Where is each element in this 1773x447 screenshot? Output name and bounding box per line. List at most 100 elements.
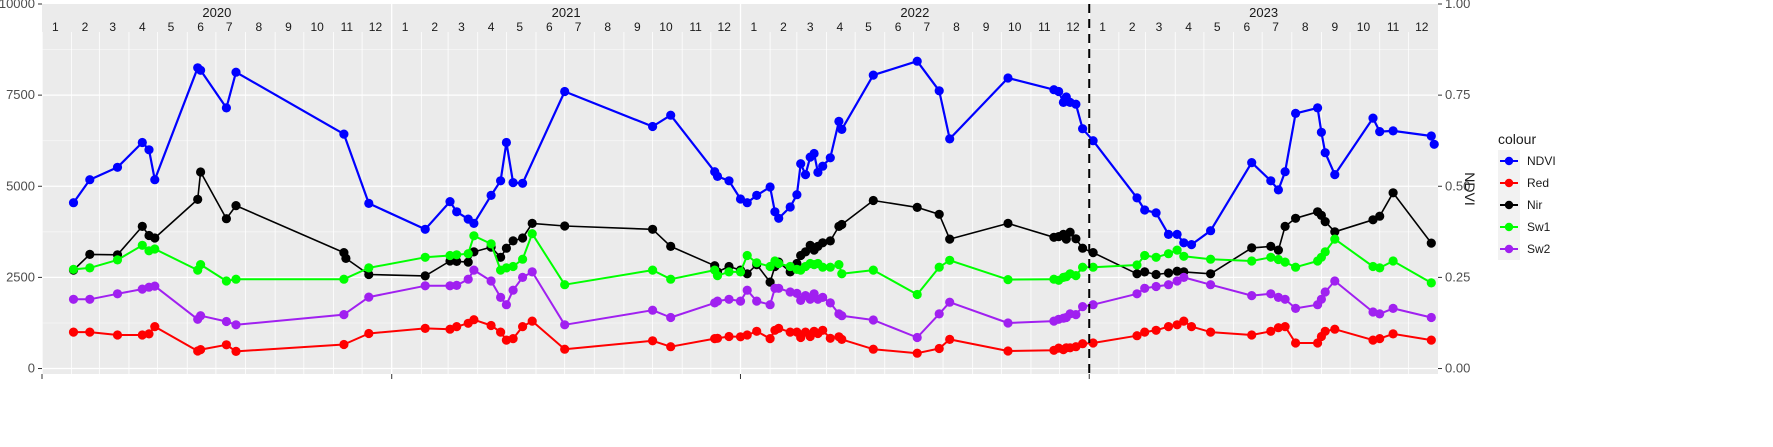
legend-item-red: Red	[1498, 172, 1549, 194]
data-point	[463, 249, 473, 259]
month-label: 10	[1008, 20, 1022, 34]
data-point	[560, 280, 570, 290]
month-label: 7	[226, 20, 233, 34]
data-point	[785, 327, 795, 337]
data-point	[193, 194, 203, 204]
legend-key-point	[1504, 222, 1514, 232]
data-point	[934, 209, 944, 219]
month-label: 7	[1272, 20, 1279, 34]
data-point	[1266, 289, 1276, 299]
data-point	[792, 288, 802, 298]
data-point	[724, 331, 734, 342]
month-label: 5	[516, 20, 523, 34]
right-y-axis: 0.00 0.25 0.50 0.75 1.00	[1438, 0, 1470, 376]
data-point	[1330, 170, 1340, 180]
data-point	[1078, 262, 1088, 272]
data-point	[196, 260, 206, 270]
data-point	[137, 240, 147, 250]
data-point	[1003, 275, 1013, 285]
data-point	[765, 277, 775, 287]
data-point	[912, 348, 922, 358]
data-point	[364, 328, 374, 339]
data-point	[144, 329, 154, 339]
data-point	[1375, 263, 1385, 273]
data-point	[1140, 327, 1150, 337]
data-point	[85, 263, 95, 273]
data-point	[196, 345, 206, 355]
data-point	[486, 239, 496, 249]
data-point	[1313, 103, 1323, 113]
data-point	[150, 322, 160, 332]
data-point	[452, 256, 462, 266]
series-nir	[68, 167, 1436, 287]
data-point	[712, 296, 723, 306]
data-point	[735, 194, 746, 204]
data-point	[825, 262, 835, 272]
data-point	[196, 167, 206, 177]
data-point	[868, 70, 878, 80]
data-point	[150, 233, 160, 243]
data-point	[735, 267, 746, 277]
data-point	[818, 292, 828, 302]
data-point	[1163, 249, 1174, 259]
data-point	[1003, 346, 1013, 356]
legend: colour NDVI Red Nir Sw1 Sw2	[1498, 131, 1556, 260]
data-point	[1132, 269, 1142, 279]
data-point	[868, 265, 878, 275]
year-label: 2023	[1249, 5, 1278, 20]
data-point	[1163, 229, 1174, 239]
data-point	[712, 271, 723, 281]
data-point	[150, 281, 160, 291]
data-point	[137, 137, 147, 148]
data-point	[825, 153, 835, 163]
data-point	[1206, 254, 1216, 264]
data-point	[196, 311, 206, 321]
data-point	[868, 315, 878, 325]
month-label: 8	[604, 20, 611, 34]
data-point	[912, 56, 922, 66]
data-point	[452, 280, 462, 290]
data-point	[486, 276, 496, 286]
data-point	[496, 292, 506, 302]
data-point	[648, 336, 658, 346]
data-point	[364, 198, 374, 208]
data-point	[1132, 331, 1142, 341]
data-point	[825, 236, 835, 246]
month-label: 2	[1129, 20, 1136, 34]
data-point	[1151, 281, 1161, 292]
month-label: 10	[311, 20, 325, 34]
left-axis-tick-label: 10000	[0, 0, 35, 11]
data-point	[1132, 260, 1142, 270]
data-point	[1151, 269, 1161, 280]
data-point	[85, 327, 95, 337]
data-point	[1003, 318, 1013, 328]
legend-label: Sw2	[1527, 242, 1551, 256]
data-point	[68, 264, 79, 274]
data-point	[825, 333, 835, 343]
data-point	[1151, 208, 1161, 218]
data-point	[1163, 268, 1174, 278]
data-point	[742, 198, 752, 208]
data-point	[1388, 303, 1398, 313]
data-point	[1172, 320, 1182, 330]
data-point	[1266, 252, 1276, 262]
left-axis-tick-label: 7500	[6, 87, 35, 102]
data-point	[445, 281, 455, 291]
data-point	[1320, 217, 1330, 227]
data-point	[1186, 322, 1197, 332]
data-point	[496, 327, 506, 337]
data-point	[486, 190, 496, 200]
data-point	[752, 296, 762, 306]
data-point	[1163, 280, 1174, 290]
data-point	[1388, 256, 1398, 266]
month-label: 9	[634, 20, 641, 34]
data-point	[1320, 326, 1330, 336]
data-point	[1273, 245, 1283, 255]
right-axis-tick-label: 0.50	[1445, 178, 1470, 193]
data-point	[196, 65, 206, 75]
data-point	[1172, 229, 1182, 239]
data-point	[68, 294, 79, 304]
data-point	[112, 162, 123, 172]
data-point	[469, 315, 479, 325]
data-point	[1088, 136, 1098, 146]
